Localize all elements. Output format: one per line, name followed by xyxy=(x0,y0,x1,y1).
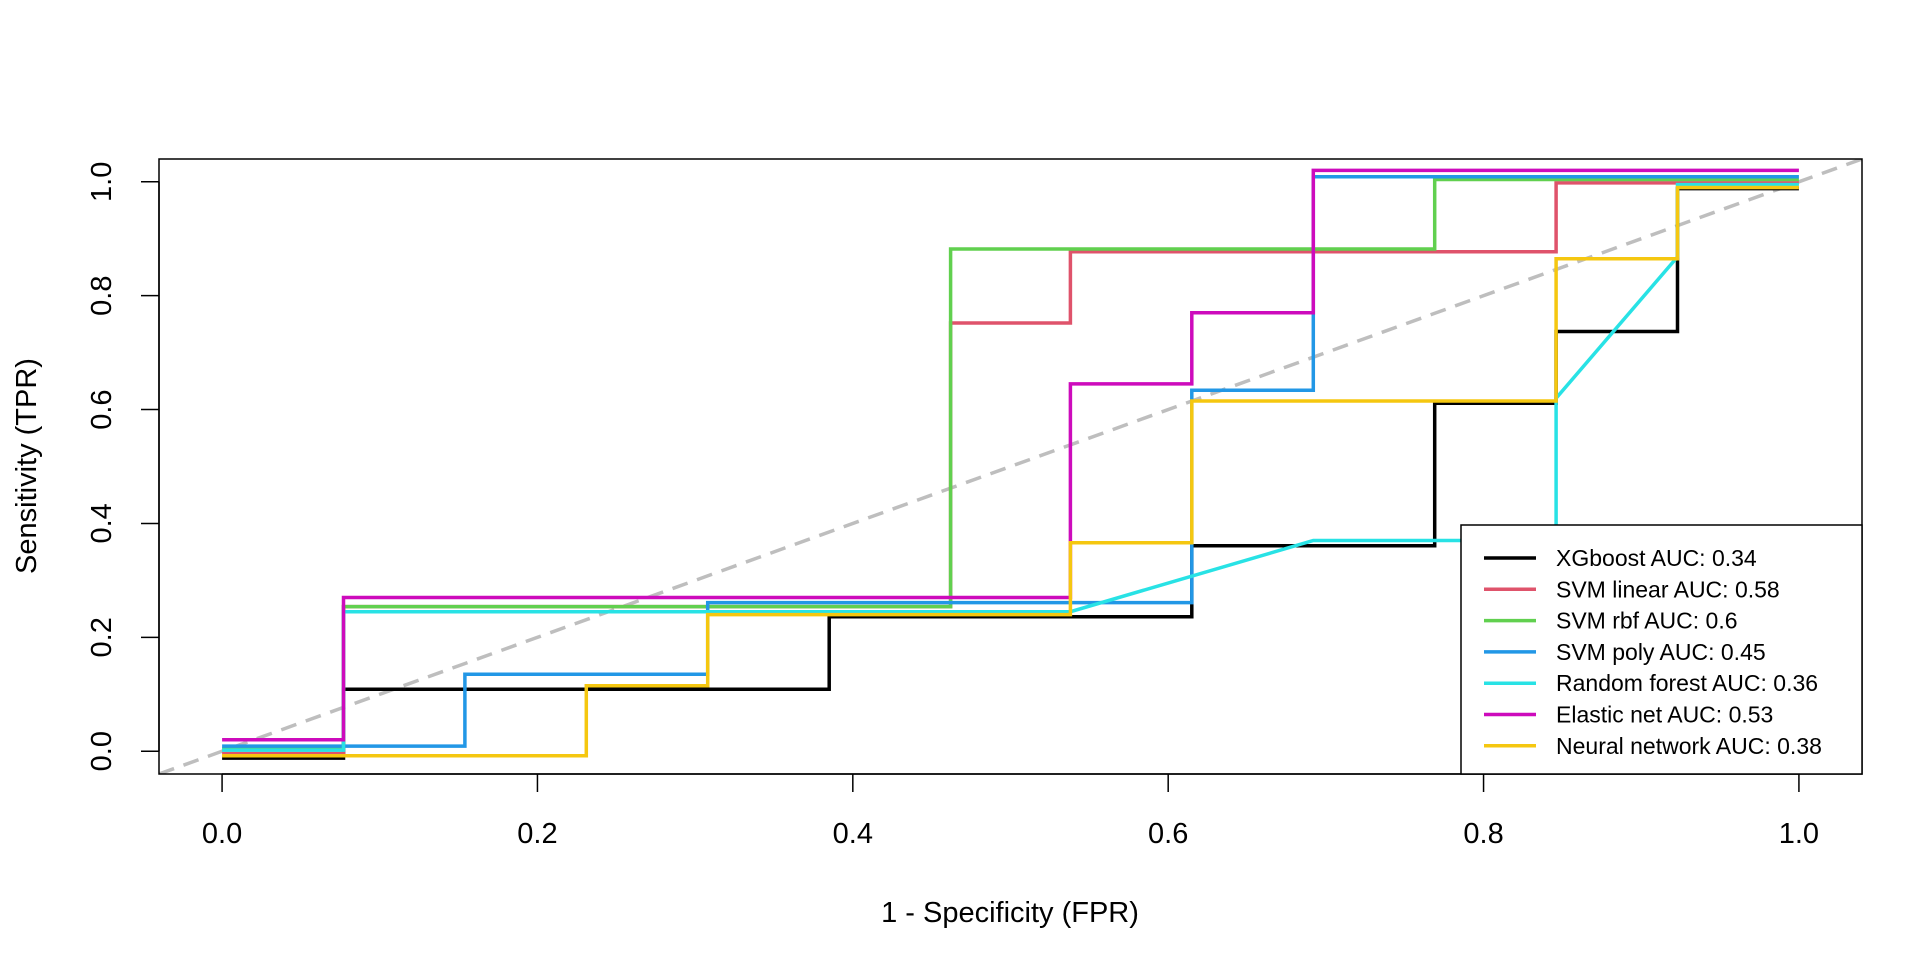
y-tick-label: 0.0 xyxy=(86,731,118,771)
x-tick-label: 1.0 xyxy=(1779,818,1819,850)
x-tick-label: 0.2 xyxy=(517,818,557,850)
series-line-5 xyxy=(222,168,1799,742)
x-tick-label: 0.8 xyxy=(1463,818,1503,850)
legend-label-4: Random forest AUC: 0.36 xyxy=(1556,670,1818,696)
y-axis-label: Sensitivity (TPR) xyxy=(11,358,43,574)
x-tick-label: 0.6 xyxy=(1148,818,1188,850)
series-layer xyxy=(222,168,1799,760)
legend-label-5: Elastic net AUC: 0.53 xyxy=(1556,702,1773,728)
legend-label-0: XGboost AUC: 0.34 xyxy=(1556,545,1757,571)
x-axis-label: 1 - Specificity (FPR) xyxy=(881,897,1139,929)
series-line-0 xyxy=(222,186,1799,760)
y-tick-label: 0.2 xyxy=(86,617,118,657)
x-axis: 0.0 0.2 0.4 0.6 0.8 1.0 xyxy=(202,773,1819,850)
x-tick-label: 0.4 xyxy=(833,818,873,850)
y-tick-label: 1.0 xyxy=(86,162,118,202)
reference-diagonal-line xyxy=(159,159,1862,774)
legend-label-6: Neural network AUC: 0.38 xyxy=(1556,733,1822,759)
legend-label-1: SVM linear AUC: 0.58 xyxy=(1556,576,1780,602)
legend-box xyxy=(1460,524,1863,775)
x-tick-label: 0.0 xyxy=(202,818,242,850)
legend-label-3: SVM poly AUC: 0.45 xyxy=(1556,639,1766,665)
y-tick-label: 0.6 xyxy=(86,389,118,429)
series-line-6 xyxy=(222,185,1799,758)
legend-items: XGboost AUC: 0.34 SVM linear AUC: 0.58 SVM… xyxy=(1484,545,1822,759)
y-tick-label: 0.4 xyxy=(86,503,118,543)
y-tick-label: 0.8 xyxy=(86,276,118,316)
y-axis: 0.0 0.2 0.4 0.6 0.8 1.0 xyxy=(86,162,160,771)
reference-diagonal-layer xyxy=(159,159,1862,774)
legend-label-2: SVM rbf AUC: 0.6 xyxy=(1556,608,1738,634)
legend: XGboost AUC: 0.34 SVM linear AUC: 0.58 SVM… xyxy=(1460,524,1863,775)
